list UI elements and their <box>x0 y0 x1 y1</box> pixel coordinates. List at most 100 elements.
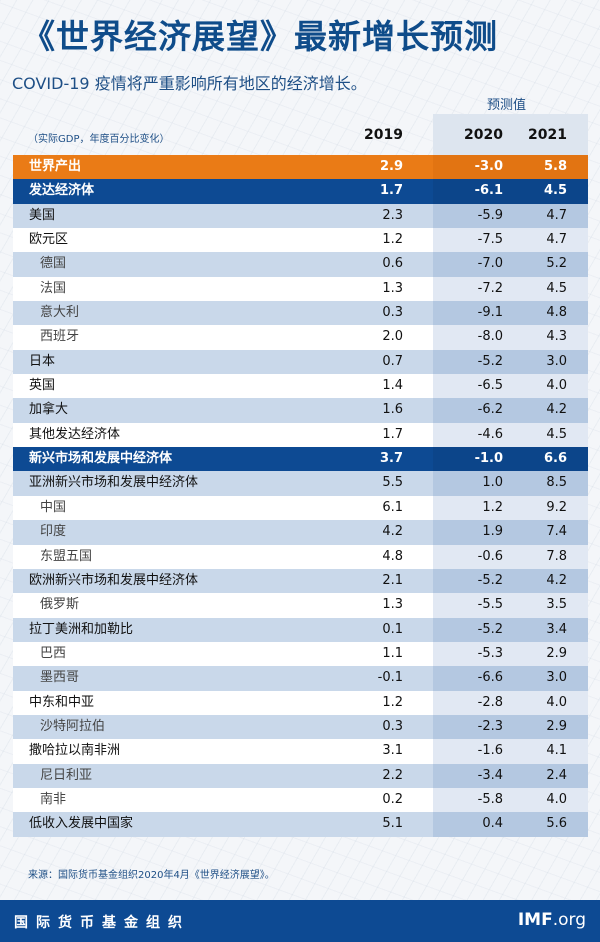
row-label: 世界产出 <box>29 159 82 174</box>
row-value-2021: 4.7 <box>546 232 567 248</box>
row-value-2019: 3.1 <box>382 743 403 759</box>
imf-logo-bold: IMF <box>517 910 553 930</box>
row-label: 加拿大 <box>29 402 69 418</box>
table-row: 世界产出 2.9 -3.0 5.8 <box>13 155 588 180</box>
row-label: 中东和中亚 <box>29 694 95 710</box>
row-label: 巴西 <box>40 645 67 661</box>
row-value-2020: -1.0 <box>474 451 503 467</box>
row-value-2021: 4.0 <box>546 791 567 807</box>
row-label: 法国 <box>40 280 67 296</box>
row-value-2020: -5.9 <box>477 207 503 223</box>
row-value-2019: 0.7 <box>382 353 403 369</box>
row-value-2021: 9.2 <box>546 499 567 515</box>
row-value-2021: 4.8 <box>546 305 567 321</box>
row-label: 意大利 <box>40 305 80 321</box>
row-value-2019: 2.0 <box>382 329 403 345</box>
row-value-2020: -5.8 <box>477 791 503 807</box>
projection-column-shade <box>433 714 588 740</box>
table-row: 西班牙 2.0 -8.0 4.3 <box>13 325 588 350</box>
row-value-2020: -6.2 <box>477 402 503 418</box>
row-label: 撒哈拉以南非洲 <box>29 743 121 759</box>
row-value-2020: -2.3 <box>477 718 503 734</box>
row-label: 欧元区 <box>29 232 69 248</box>
row-value-2020: -1.6 <box>477 743 503 759</box>
row-value-2020: -3.4 <box>477 767 503 783</box>
footer-org-name: 国际货币基金组织 <box>14 915 190 931</box>
table-row: 发达经济体 1.7 -6.1 4.5 <box>13 179 588 204</box>
row-value-2019: 2.2 <box>382 767 403 783</box>
row-value-2020: 1.9 <box>482 524 503 540</box>
row-value-2019: 2.3 <box>382 207 403 223</box>
table-row: 新兴市场和发展中经济体 3.7 -1.0 6.6 <box>13 447 588 472</box>
projection-column-shade <box>433 787 588 813</box>
row-value-2021: 6.6 <box>543 451 567 467</box>
row-label: 中国 <box>40 499 67 515</box>
imf-logo-link[interactable]: IMF.org <box>518 910 586 930</box>
row-value-2019: 0.6 <box>382 256 403 272</box>
row-value-2021: 2.4 <box>546 767 567 783</box>
table-row: 墨西哥 -0.1 -6.6 3.0 <box>13 666 588 691</box>
row-value-2020: -7.5 <box>477 232 503 248</box>
row-label: 南非 <box>40 791 67 807</box>
projection-column-shade <box>433 666 588 691</box>
row-label: 拉丁美洲和加勒比 <box>29 621 134 637</box>
projection-label: 预测值 <box>487 98 527 113</box>
table-row: 欧洲新兴市场和发展中经济体 2.1 -5.2 4.2 <box>13 568 588 594</box>
row-value-2020: -7.2 <box>477 280 503 296</box>
row-value-2020: -6.6 <box>477 670 503 686</box>
projection-column-shade <box>433 471 588 496</box>
row-value-2019: 1.3 <box>382 280 403 296</box>
row-value-2021: 4.2 <box>546 402 567 418</box>
row-label: 亚洲新兴市场和发展中经济体 <box>29 475 199 491</box>
table-row: 撒哈拉以南非洲 3.1 -1.6 4.1 <box>13 739 588 764</box>
row-value-2019: 1.6 <box>382 402 403 418</box>
row-value-2021: 3.5 <box>546 597 567 613</box>
row-value-2021: 5.8 <box>543 159 567 174</box>
row-value-2020: 1.0 <box>482 475 503 491</box>
row-value-2019: 5.5 <box>382 475 403 491</box>
row-value-2019: 3.7 <box>379 451 403 467</box>
table-row: 法国 1.3 -7.2 4.5 <box>13 276 588 302</box>
projection-column-shade <box>433 812 588 837</box>
row-value-2021: 7.8 <box>546 548 567 564</box>
row-label: 新兴市场和发展中经济体 <box>29 451 173 467</box>
table-row: 意大利 0.3 -9.1 4.8 <box>13 301 588 326</box>
row-value-2019: 1.2 <box>382 232 403 248</box>
table-row: 南非 0.2 -5.8 4.0 <box>13 787 588 813</box>
row-value-2019: 0.1 <box>382 621 403 637</box>
projection-column-shade <box>433 568 588 594</box>
row-value-2021: 4.5 <box>546 426 567 442</box>
projection-column-shade <box>433 155 588 180</box>
row-value-2019: 4.2 <box>382 524 403 540</box>
row-value-2019: 4.8 <box>382 548 403 564</box>
row-label: 发达经济体 <box>29 183 95 199</box>
projection-column-shade <box>433 349 588 375</box>
table-row: 亚洲新兴市场和发展中经济体 5.5 1.0 8.5 <box>13 471 588 496</box>
source-note: 来源：国际货币基金组织2020年4月《世界经济展望》。 <box>28 870 275 881</box>
row-value-2021: 3.4 <box>546 621 567 637</box>
projection-column-shade <box>433 495 588 521</box>
row-label: 俄罗斯 <box>40 597 80 613</box>
table-row: 中国 6.1 1.2 9.2 <box>13 495 588 521</box>
row-value-2019: 1.7 <box>379 183 403 199</box>
row-label: 低收入发展中国家 <box>29 816 134 832</box>
year-header-2019: 2019 <box>364 127 403 143</box>
table-row: 巴西 1.1 -5.3 2.9 <box>13 641 588 667</box>
row-value-2021: 8.5 <box>546 475 567 491</box>
table-row: 日本 0.7 -5.2 3.0 <box>13 349 588 375</box>
row-label: 尼日利亚 <box>40 767 93 783</box>
projection-column-shade <box>433 422 588 448</box>
row-value-2021: 4.0 <box>546 378 567 394</box>
projection-column-shade <box>433 374 588 399</box>
unit-note: （实际GDP，年度百分比变化） <box>28 134 170 145</box>
projection-column-shade <box>433 520 588 545</box>
row-label: 其他发达经济体 <box>29 426 121 442</box>
table-row: 尼日利亚 2.2 -3.4 2.4 <box>13 763 588 788</box>
table-row: 其他发达经济体 1.7 -4.6 4.5 <box>13 422 588 448</box>
table-row: 东盟五国 4.8 -0.6 7.8 <box>13 544 588 569</box>
row-value-2019: 0.3 <box>382 718 403 734</box>
projection-column-shade <box>433 325 588 350</box>
row-label: 欧洲新兴市场和发展中经济体 <box>29 572 199 588</box>
row-value-2020: 0.4 <box>482 816 503 832</box>
imf-logo-domain: .org <box>552 910 586 930</box>
